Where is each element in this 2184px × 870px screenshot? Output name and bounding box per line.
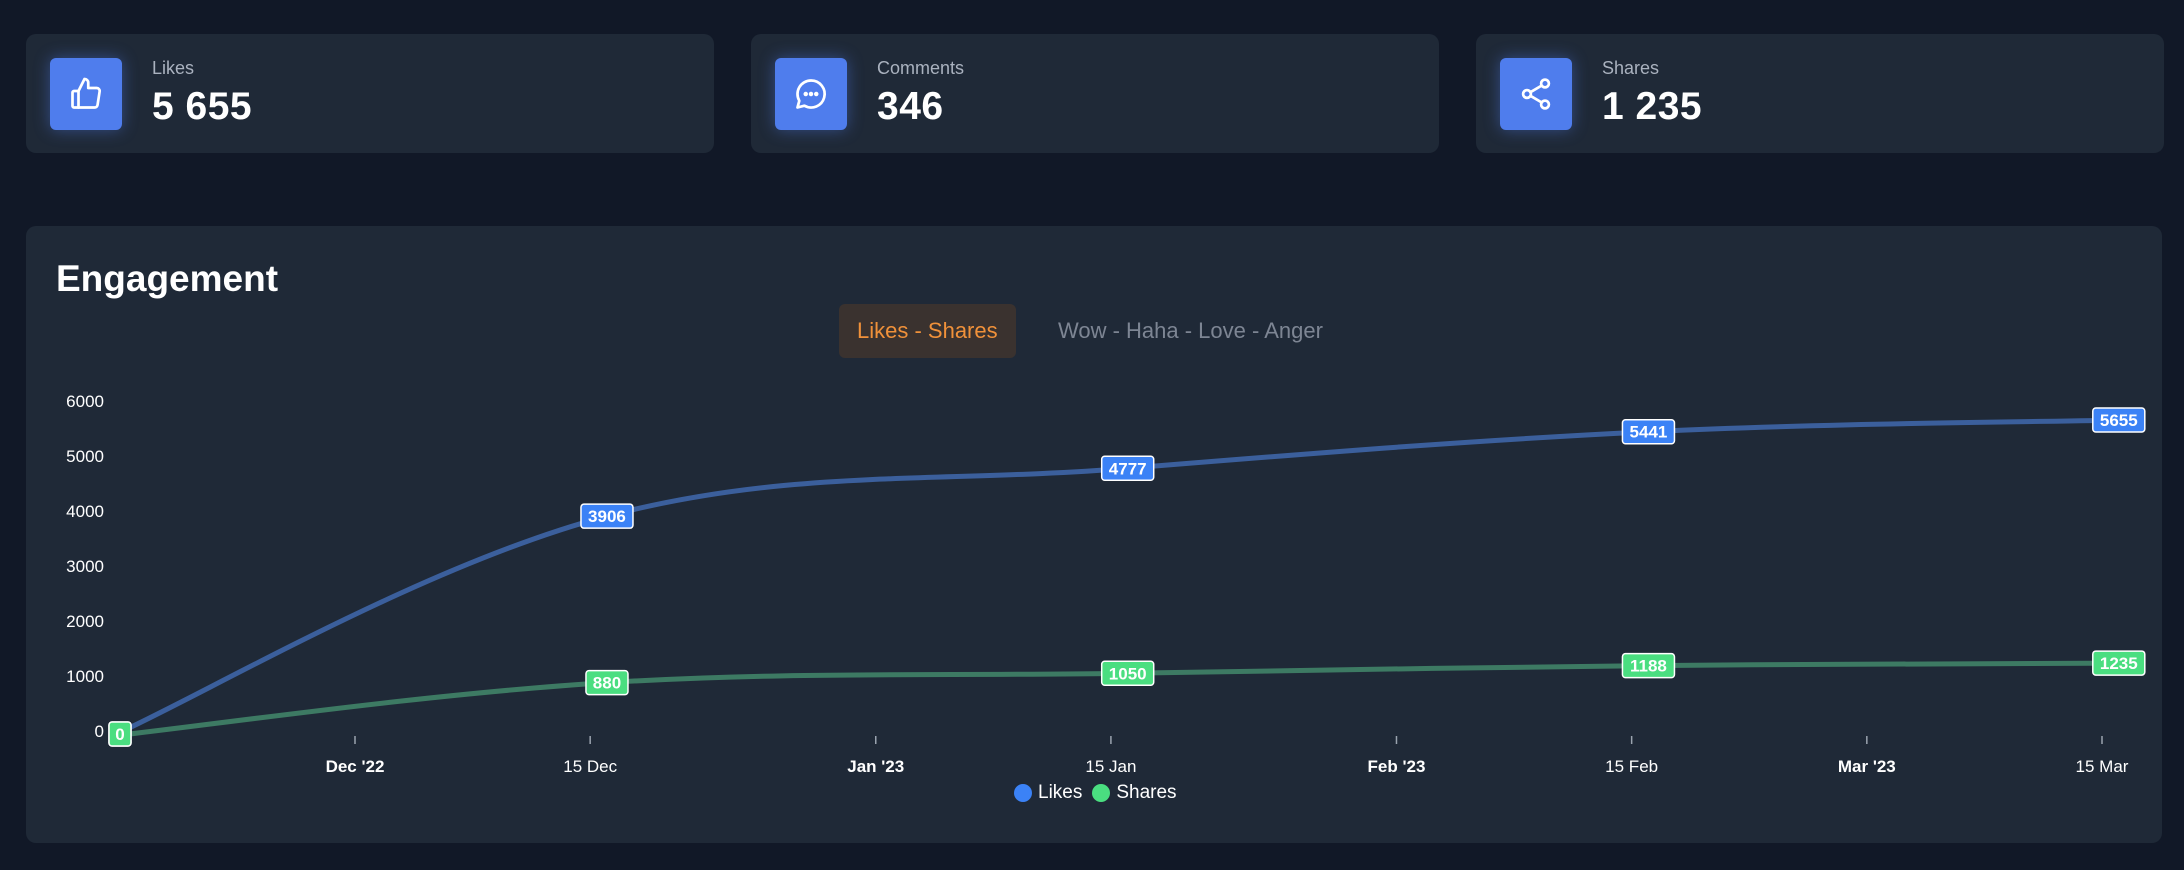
x-tick-label: 15 Jan [1085,757,1136,776]
comments-card: Comments 346 [751,34,1439,153]
plot-clip [2152,376,2162,736]
legend-likes[interactable]: Likes [1014,782,1082,804]
tab-likes-shares[interactable]: Likes - Shares [839,304,1016,358]
data-label-shares: 1050 [1100,660,1155,686]
shares-value: 1 235 [1602,85,1703,128]
svg-text:1050: 1050 [1109,664,1147,683]
comments-value: 346 [877,85,944,128]
comments-label: Comments [877,58,965,78]
data-label-shares: 0 [108,721,132,747]
x-tick-label: 15 Mar [2076,757,2129,776]
svg-text:3906: 3906 [588,507,626,526]
tab-reactions[interactable]: Wow - Haha - Love - Anger [1058,318,1323,343]
thumbs-up-icon [50,57,122,130]
chart-legend: Likes Shares [1014,782,1177,804]
y-tick-label: 3000 [66,557,104,576]
legend-shares-label: Shares [1116,782,1177,803]
svg-text:880: 880 [593,674,621,693]
y-tick-label: 1000 [66,667,104,686]
data-label-likes: 5655 [2092,407,2146,433]
svg-text:1188: 1188 [1630,657,1667,676]
svg-text:4777: 4777 [1109,459,1147,478]
legend-shares-dot [1092,784,1111,802]
x-tick-label: 15 Dec [563,757,617,776]
x-tick-label: Dec '22 [326,757,385,776]
y-tick-label: 2000 [66,612,104,631]
y-tick-label: 6000 [66,392,104,411]
data-label-likes: 5441 [1621,418,1676,445]
svg-text:5441: 5441 [1630,423,1668,442]
likes-card: Likes 5 655 [26,34,714,153]
legend-likes-dot [1014,784,1032,802]
chat-bubble-icon [775,57,847,130]
data-label-likes: 3906 [580,503,634,529]
shares-card: Shares 1 235 [1476,34,2164,153]
x-tick-label: Jan '23 [847,757,904,776]
data-label-shares: 1188 [1621,652,1676,679]
legend-shares[interactable]: Shares [1092,782,1177,804]
y-tick-label: 5000 [66,447,104,466]
stats-row: Likes 5 655 Comments 346 [26,34,2164,153]
panel-title: Engagement [56,258,279,299]
y-tick-label: 0 [95,722,104,741]
data-label-shares: 880 [585,669,629,696]
engagement-panel: 0 1000 2000 3000 4000 5000 6000 Dec '22 15 Dec Ja… [26,226,2162,843]
svg-text:5655: 5655 [2100,411,2138,430]
svg-text:1235: 1235 [2100,654,2138,673]
shares-label: Shares [1602,58,1660,78]
likes-value: 5 655 [152,85,253,128]
likes-label: Likes [152,58,195,78]
engagement-chart: 0 1000 2000 3000 4000 5000 6000 Dec '22 15 Dec Ja… [66,376,2162,776]
data-label-likes: 4777 [1100,455,1155,482]
x-tick-label: Feb '23 [1368,757,1426,776]
x-tick-label: 15 Feb [1605,757,1658,776]
legend-likes-label: Likes [1038,782,1083,803]
x-tick-label: Mar '23 [1838,757,1896,776]
data-label-shares: 1235 [2092,650,2146,676]
share-icon [1500,57,1572,130]
svg-text:0: 0 [115,725,124,744]
y-tick-label: 4000 [66,502,104,521]
